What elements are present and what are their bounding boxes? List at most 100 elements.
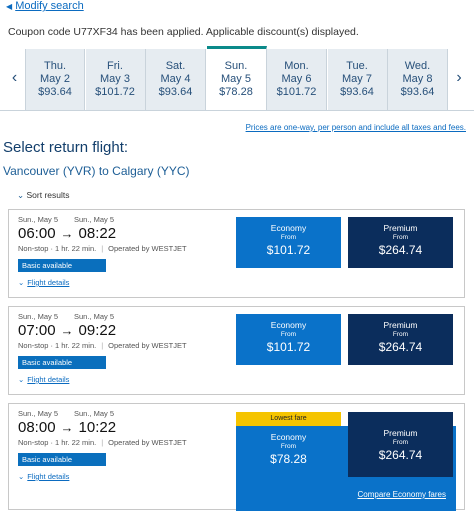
fare-price: $78.28 xyxy=(270,452,307,466)
tab-price: $101.72 xyxy=(276,86,317,98)
dot: · xyxy=(50,341,53,350)
back-arrow: ◀ xyxy=(6,2,13,11)
date-tab[interactable]: Tue. May 7 $93.64 xyxy=(327,49,388,110)
price-note[interactable]: Prices are one-way, per person and inclu… xyxy=(245,123,466,132)
section-title: Select return flight: xyxy=(3,139,129,156)
duration: 1 hr. 22 min. xyxy=(54,341,97,350)
details-link[interactable]: ⌄ Flight details xyxy=(18,278,69,287)
tab-price: $93.64 xyxy=(158,86,193,98)
tab-price: $101.72 xyxy=(95,86,135,98)
fare-button[interactable]: Economy From $78.28 xyxy=(236,426,341,477)
fare-from: From xyxy=(392,439,409,446)
details-link[interactable]: ⌄ Flight details xyxy=(18,375,69,384)
arrive-time: 08:22 xyxy=(78,225,117,242)
sort-toggle[interactable]: ⌄ Sort results xyxy=(17,190,70,201)
details-text: Flight details xyxy=(27,375,70,384)
divider: | xyxy=(101,341,104,350)
flight-times: 06:00 → 08:22 xyxy=(18,225,116,242)
prev-dates[interactable]: ‹ xyxy=(4,49,25,110)
flight-dates: Sun., May 5 Sun., May 5 xyxy=(18,409,114,418)
tab-day: Sat. xyxy=(165,60,186,72)
fare-from: From xyxy=(280,443,297,450)
coupon-message: Coupon code U77XF34 has been applied. Ap… xyxy=(8,26,359,38)
tab-date: May 6 xyxy=(281,73,312,85)
depart-date: Sun., May 5 xyxy=(18,409,59,418)
flight-card: Sun., May 5 Sun., May 5 07:00 → 09:22 Non-sto… xyxy=(8,306,465,395)
tab-date: May 5 xyxy=(221,73,251,85)
route-origin: Vancouver (YVR) xyxy=(3,164,96,178)
date-tab[interactable]: Fri. May 3 $101.72 xyxy=(85,49,146,110)
next-dates[interactable]: › xyxy=(456,69,462,86)
fare-price: $101.72 xyxy=(266,243,311,257)
fare-button[interactable]: Premium From $264.74 xyxy=(348,217,453,268)
duration: 1 hr. 22 min. xyxy=(54,244,97,253)
flight-times: 08:00 → 10:22 xyxy=(18,419,116,436)
fare-badge: Basic available xyxy=(18,453,106,466)
fare-price: $101.72 xyxy=(266,340,311,354)
fare-cabin: Economy xyxy=(270,320,307,330)
date-tab[interactable]: Mon. May 6 $101.72 xyxy=(267,49,327,110)
date-tab[interactable]: Sun. May 5 $78.28 xyxy=(206,46,267,110)
date-tab[interactable]: Sat. May 4 $93.64 xyxy=(146,49,206,110)
arrive-date: Sun., May 5 xyxy=(74,409,115,418)
fare-cabin: Premium xyxy=(383,428,418,438)
depart-time: 08:00 xyxy=(18,419,56,436)
sort-text: Sort results xyxy=(26,190,70,200)
fare-cabin: Premium xyxy=(383,223,418,233)
fare-from: From xyxy=(280,234,297,241)
tab-day: Fri. xyxy=(107,60,123,72)
route: Vancouver (YVR) to Calgary (YYC) xyxy=(3,164,190,178)
divider: | xyxy=(101,438,104,447)
flight-times: 07:00 → 09:22 xyxy=(18,322,116,339)
tab-day: Tue. xyxy=(346,60,368,72)
date-strip: ‹ › xyxy=(0,46,474,111)
arrive-date: Sun., May 5 xyxy=(74,312,115,321)
compare-link[interactable]: Compare Economy fares xyxy=(357,490,446,499)
fare-button[interactable]: Economy From $101.72 xyxy=(236,314,341,365)
tab-day: Mon. xyxy=(284,60,309,72)
flight-dates: Sun., May 5 Sun., May 5 xyxy=(18,215,114,224)
depart-date: Sun., May 5 xyxy=(18,215,59,224)
tab-day: Thu. xyxy=(43,60,66,72)
arrive-date: Sun., May 5 xyxy=(74,215,115,224)
operator: Operated by WESTJET xyxy=(108,438,187,447)
date-tab[interactable]: Thu. May 2 $93.64 xyxy=(25,49,85,110)
sort-chevron: ⌄ xyxy=(17,190,25,200)
tab-date: May 7 xyxy=(342,73,372,85)
divider: | xyxy=(101,244,104,253)
details-chevron: ⌄ xyxy=(18,375,25,384)
tab-day: Wed. xyxy=(404,60,431,72)
stops: Non-stop xyxy=(18,244,49,253)
arrive-time: 09:22 xyxy=(78,322,117,339)
operator: Operated by WESTJET xyxy=(108,341,187,350)
fare-from: From xyxy=(392,331,409,338)
date-tab[interactable]: Wed. May 8 $93.64 xyxy=(388,49,448,110)
dot: · xyxy=(50,244,53,253)
flight-info: Non-stop · 1 hr. 22 min. | Operated by WESTJ… xyxy=(18,341,187,350)
tab-price: $93.64 xyxy=(400,86,435,98)
details-text: Flight details xyxy=(27,472,70,481)
fare-button[interactable]: Premium From $264.74 xyxy=(348,412,453,477)
details-link[interactable]: ⌄ Flight details xyxy=(18,472,69,481)
tab-day: Sun. xyxy=(224,60,248,72)
flight-info: Non-stop · 1 hr. 22 min. | Operated by WESTJ… xyxy=(18,244,187,253)
details-text: Flight details xyxy=(27,278,70,287)
duration: 1 hr. 22 min. xyxy=(54,438,97,447)
fare-button[interactable]: Economy From $101.72 xyxy=(236,217,341,268)
fare-button[interactable]: Premium From $264.74 xyxy=(348,314,453,365)
flight-dates: Sun., May 5 Sun., May 5 xyxy=(18,312,114,321)
tab-date: May 3 xyxy=(100,73,130,85)
tab-price: $93.64 xyxy=(340,86,374,98)
back-link[interactable]: ◀ Modify search xyxy=(6,0,84,12)
back-link-text: Modify search xyxy=(15,0,84,12)
stops: Non-stop xyxy=(18,438,49,447)
depart-time: 06:00 xyxy=(18,225,56,242)
dot: · xyxy=(50,438,53,447)
fare-from: From xyxy=(280,331,297,338)
tab-date: May 2 xyxy=(40,73,70,85)
flight-card: Sun., May 5 Sun., May 5 08:00 → 10:22 Non-sto… xyxy=(8,403,465,511)
tab-price: $78.28 xyxy=(219,86,253,98)
fare-price: $264.74 xyxy=(378,448,423,462)
arrive-time: 10:22 xyxy=(78,419,117,436)
